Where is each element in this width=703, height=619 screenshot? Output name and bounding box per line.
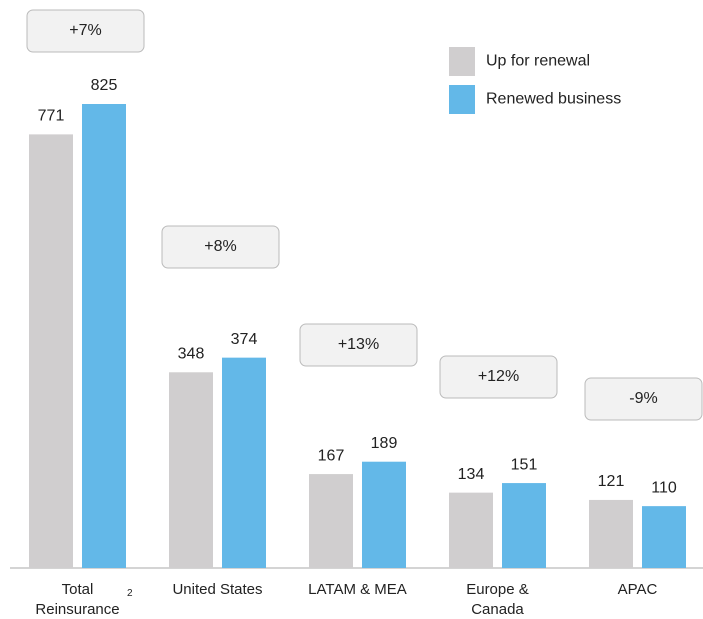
change-label: +8% [204, 238, 236, 255]
category-label: United States [172, 581, 263, 598]
value-label: 825 [91, 77, 118, 94]
value-label: 771 [38, 108, 65, 125]
value-label: 348 [178, 345, 205, 362]
category-label: LATAM & MEA [308, 581, 407, 598]
bar [29, 134, 73, 568]
legend-swatch [449, 85, 475, 114]
value-label: 134 [458, 466, 485, 483]
change-box [299, 323, 418, 367]
bar [589, 499, 633, 568]
footnote-marker: 2 [127, 588, 133, 599]
value-label: 151 [511, 456, 538, 473]
value-label: 121 [598, 473, 625, 490]
bar [309, 474, 353, 568]
change-label: -9% [629, 390, 657, 407]
value-label: 110 [651, 479, 677, 496]
legend-label: Up for renewal [486, 53, 590, 70]
value-label: 189 [371, 435, 398, 452]
change-box [584, 377, 703, 421]
bar [82, 104, 126, 568]
change-label: +7% [69, 22, 101, 39]
bar [642, 506, 686, 568]
change-box [439, 355, 558, 399]
bar [362, 461, 406, 568]
category-label: APAC [617, 581, 658, 598]
value-label: 167 [318, 447, 345, 464]
bar [502, 483, 546, 568]
legend-swatch [449, 47, 475, 76]
legend-label: Renewed business [486, 91, 621, 108]
bar [449, 492, 493, 568]
bar [169, 372, 213, 568]
change-box [161, 225, 280, 269]
change-label: +12% [478, 368, 519, 385]
bar [222, 357, 266, 568]
change-box [26, 9, 145, 53]
category-label: Europe & Canada [466, 581, 529, 618]
change-label: +13% [338, 336, 379, 353]
value-label: 374 [231, 331, 258, 348]
category-label: Total Reinsurance [35, 581, 120, 618]
